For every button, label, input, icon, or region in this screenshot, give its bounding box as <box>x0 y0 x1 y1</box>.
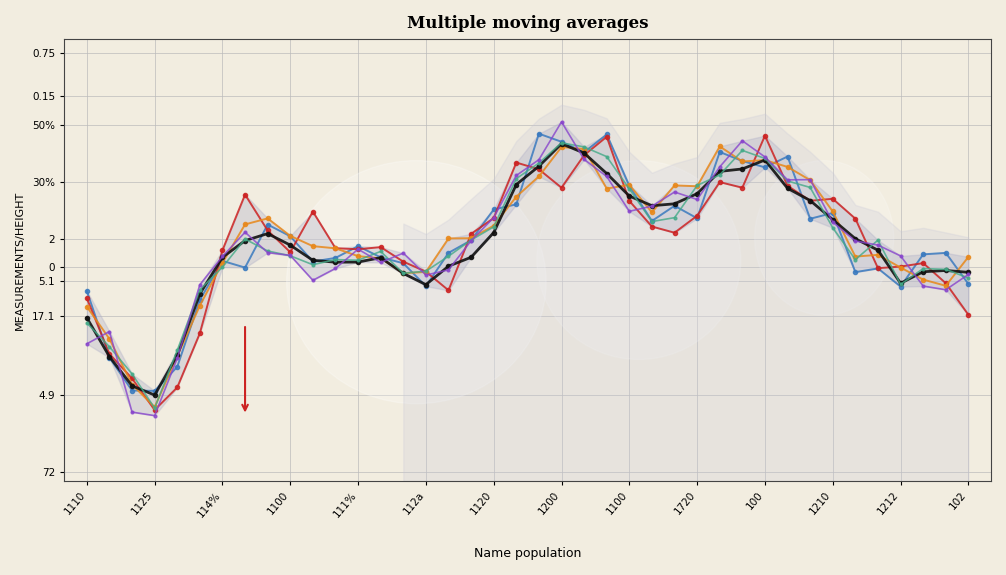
Title: Multiple moving averages: Multiple moving averages <box>406 15 648 32</box>
Y-axis label: MEASUREMENTS/HEIGHT: MEASUREMENTS/HEIGHT <box>15 190 25 329</box>
Ellipse shape <box>287 160 546 404</box>
X-axis label: Name population: Name population <box>474 547 581 560</box>
Ellipse shape <box>754 160 893 315</box>
Ellipse shape <box>537 160 740 359</box>
